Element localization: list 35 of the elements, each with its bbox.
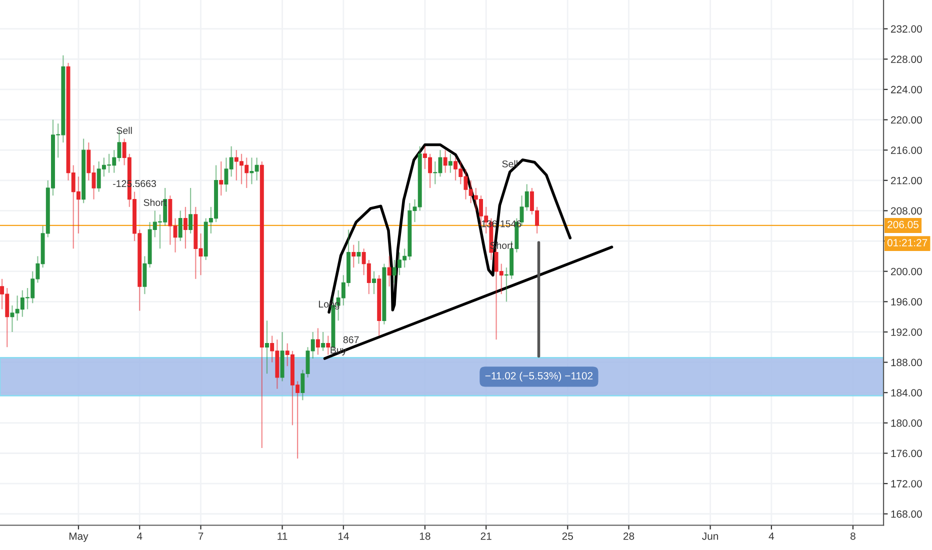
y-tick-label: 232.00 — [891, 25, 922, 33]
x-tick-label: 11 — [278, 532, 288, 540]
x-tick-label: 4 — [768, 532, 774, 540]
annotation: Sell — [502, 160, 518, 168]
y-tick-label: 168.00 — [891, 510, 922, 518]
y-tick-label: 228.00 — [891, 56, 922, 63]
x-tick-label: 8 — [850, 532, 856, 540]
y-tick-label: 192.00 — [891, 328, 922, 336]
y-tick-label: 224.00 — [891, 86, 922, 94]
ref-line-label: 206.05 — [888, 220, 918, 228]
x-tick-label: 4 — [136, 532, 142, 540]
band-label: −11.02 (−5.53%) −1102 — [485, 372, 593, 382]
x-tick-label: Jun — [702, 532, 718, 540]
y-tick-label: 208.00 — [891, 207, 922, 215]
y-tick-label: 200.00 — [891, 268, 922, 276]
annotation: Sell — [116, 126, 132, 134]
y-tick-label: 212.00 — [891, 176, 922, 184]
x-tick-label: May — [69, 532, 88, 542]
x-tick-label: 21 — [480, 532, 492, 540]
x-tick-label: 25 — [562, 532, 573, 540]
y-tick-label: 180.00 — [891, 419, 922, 427]
annotation: 867 — [343, 336, 359, 344]
x-tick-label: 7 — [198, 532, 204, 540]
x-tick-label: 28 — [624, 532, 634, 540]
annotation: -136.1546 — [478, 220, 522, 228]
y-tick-label: 188.00 — [891, 358, 922, 366]
y-tick-label: 220.00 — [891, 116, 922, 124]
x-tick-label: 18 — [420, 532, 430, 540]
y-tick-label: 172.00 — [891, 480, 922, 488]
y-tick-label: 184.00 — [891, 389, 922, 396]
text: 01:21:27 — [887, 238, 928, 246]
y-tick-label: 196.00 — [891, 298, 922, 306]
x-tick-label: 14 — [338, 532, 349, 540]
y-tick-label: 216.00 — [891, 146, 922, 154]
y-tick-label: 176.00 — [891, 450, 922, 458]
